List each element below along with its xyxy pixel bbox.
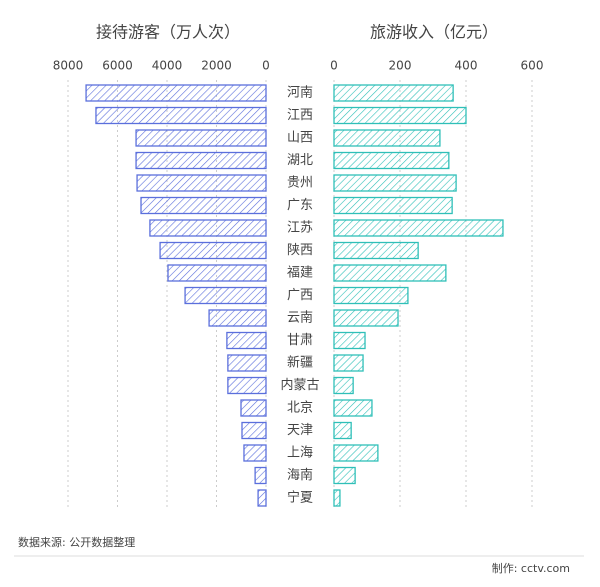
- bar: [95, 106, 267, 125]
- bar: [333, 241, 419, 260]
- bar: [333, 84, 454, 102]
- bar: [135, 129, 267, 147]
- bar: [243, 444, 267, 462]
- bar: [226, 331, 267, 350]
- bar: [254, 466, 267, 485]
- bar: [333, 466, 356, 485]
- bar: [333, 421, 352, 440]
- category-label: 北京: [287, 401, 313, 416]
- source: 数据来源: 公开数据整理: [18, 535, 135, 549]
- x-tick-label: 600: [521, 59, 544, 73]
- credit: 制作: cctv.com: [492, 562, 570, 575]
- category-label: 新疆: [287, 355, 313, 371]
- bar: [149, 219, 267, 237]
- bar: [333, 174, 457, 192]
- right-title: 旅游收入（亿元）: [370, 23, 498, 42]
- bar: [241, 421, 267, 440]
- bar: [159, 241, 267, 260]
- bar: [333, 196, 453, 215]
- x-tick-label: 0: [262, 59, 270, 73]
- bar: [333, 106, 467, 125]
- category-label: 贵州: [287, 176, 313, 191]
- bar: [333, 331, 366, 350]
- bar: [333, 151, 450, 170]
- category-label: 广东: [287, 198, 313, 213]
- bar: [167, 264, 267, 282]
- category-label: 山西: [287, 131, 313, 146]
- category-label: 陕西: [287, 243, 313, 258]
- bar: [136, 174, 267, 192]
- category-label: 上海: [287, 446, 313, 461]
- category-label: 云南: [287, 310, 313, 326]
- bar: [333, 354, 364, 372]
- x-tick-label: 4000: [152, 59, 183, 73]
- bar: [333, 444, 379, 462]
- bar: [333, 489, 341, 507]
- bar: [184, 286, 267, 305]
- category-label: 河南: [287, 85, 313, 101]
- x-tick-label: 0: [330, 59, 338, 73]
- left-title: 接待游客（万人次）: [96, 23, 240, 42]
- category-label: 广西: [287, 288, 313, 303]
- bar: [227, 376, 267, 395]
- bar: [85, 84, 267, 102]
- category-label: 江西: [287, 108, 313, 123]
- category-label: 宁夏: [287, 490, 313, 506]
- bar: [333, 129, 441, 147]
- bar: [333, 309, 399, 327]
- bar: [227, 354, 267, 372]
- bar: [333, 286, 409, 305]
- x-tick-label: 6000: [102, 59, 133, 73]
- category-label: 江苏: [287, 220, 313, 236]
- category-label: 湖北: [287, 153, 313, 168]
- bar: [333, 219, 504, 237]
- category-label: 甘肃: [287, 333, 313, 348]
- bar: [333, 399, 373, 417]
- bar: [140, 196, 267, 215]
- category-label: 内蒙古: [280, 377, 319, 393]
- bar: [135, 151, 267, 170]
- x-tick-label: 200: [389, 59, 412, 73]
- category-label: 海南: [287, 467, 313, 483]
- x-tick-label: 8000: [53, 59, 84, 73]
- bar: [333, 376, 354, 395]
- bar: [208, 309, 267, 327]
- bar: [257, 489, 267, 507]
- category-label: 天津: [287, 423, 313, 438]
- x-tick-label: 400: [455, 59, 478, 73]
- x-tick-label: 2000: [201, 59, 232, 73]
- bar: [333, 264, 447, 282]
- bar: [240, 399, 267, 417]
- category-label: 福建: [287, 266, 313, 281]
